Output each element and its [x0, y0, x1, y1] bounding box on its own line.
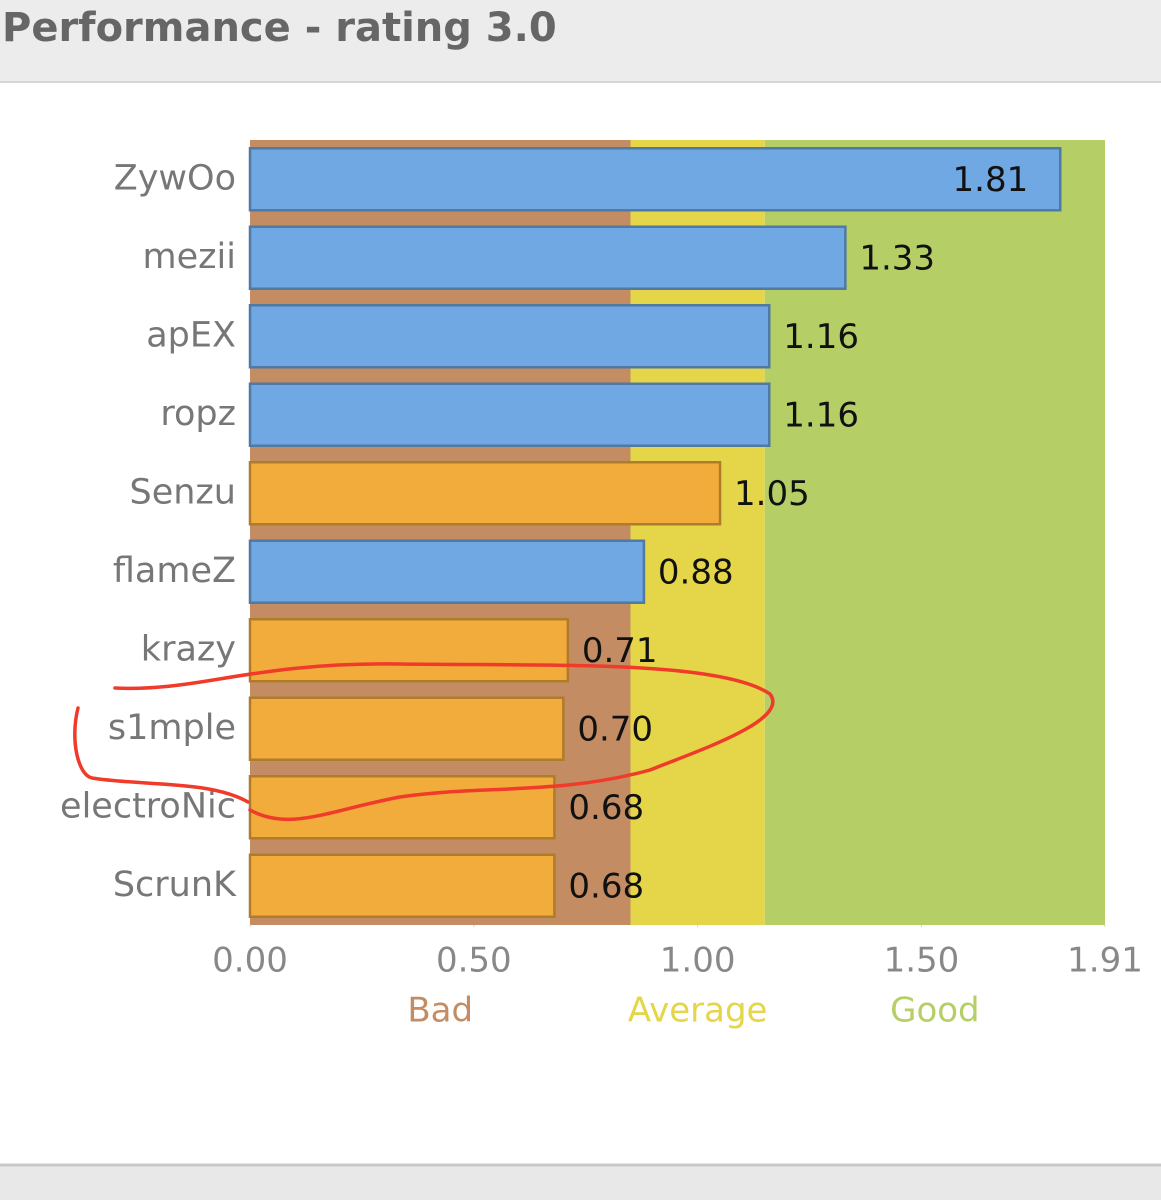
y-tick-label: mezii	[143, 237, 236, 277]
bar	[248, 225, 847, 290]
y-tick-label: ropz	[160, 394, 236, 434]
value-label: 0.68	[568, 788, 644, 828]
bar	[248, 696, 565, 761]
y-tick-label: flameZ	[113, 551, 236, 591]
bar	[248, 147, 1062, 212]
x-tick-label: 1.91	[1067, 941, 1143, 981]
y-tick-label: s1mple	[108, 708, 236, 748]
x-tick-label: 1.00	[660, 941, 736, 981]
hand-drawn-circle	[73, 662, 775, 822]
band-label: Average	[628, 991, 768, 1031]
value-label: 1.05	[734, 474, 810, 514]
value-label: 1.16	[783, 395, 859, 435]
y-tick-label: electroNic	[60, 786, 236, 826]
x-tick-label: 1.50	[884, 941, 960, 981]
x-tick-label: 0.50	[436, 941, 512, 981]
bar	[248, 618, 570, 683]
footer-bar	[0, 1165, 1161, 1200]
value-label: 0.70	[577, 709, 653, 749]
x-tick-label: 0.00	[212, 941, 288, 981]
chart-title: Performance - rating 3.0	[2, 5, 557, 51]
bar	[248, 382, 771, 447]
value-label: 0.88	[658, 552, 734, 592]
bar	[248, 853, 556, 918]
y-tick-label: krazy	[141, 629, 236, 669]
plot: Bad Average Good 0.00 0.50 1.00 1.50 1.91 ZywOo 1…	[60, 140, 1143, 1031]
value-label: 1.81	[953, 160, 1029, 200]
y-tick-label: apEX	[146, 315, 236, 355]
bar	[248, 775, 556, 840]
value-label: 0.71	[582, 631, 658, 671]
bar	[248, 461, 722, 526]
y-tick-label: ZywOo	[114, 158, 236, 198]
bar	[248, 539, 646, 604]
y-tick-label: ScrunK	[113, 865, 237, 905]
value-label: 1.33	[859, 238, 935, 278]
bar	[248, 304, 771, 369]
band-label: Bad	[407, 991, 473, 1031]
y-tick-label: Senzu	[130, 472, 237, 512]
header-bar	[0, 0, 1161, 82]
value-label: 0.68	[568, 866, 644, 906]
value-label: 1.16	[783, 317, 859, 357]
band-label: Good	[890, 991, 980, 1031]
